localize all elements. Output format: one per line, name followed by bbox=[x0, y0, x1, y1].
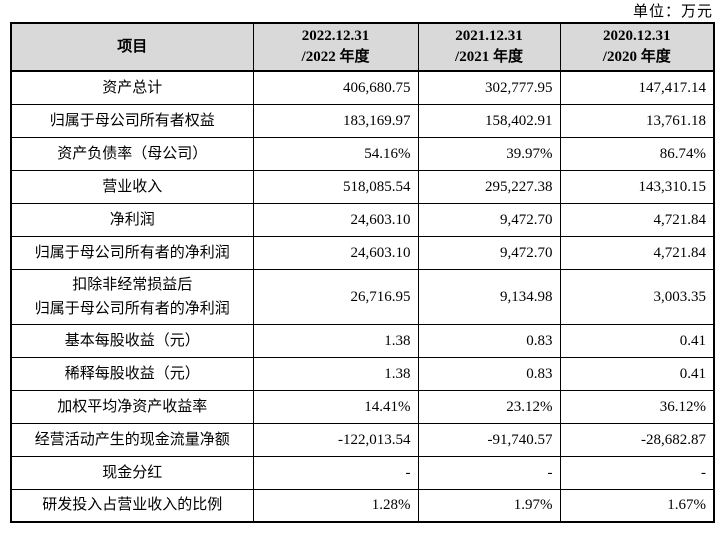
header-period-year: /2020 年度 bbox=[602, 49, 671, 65]
cell-value: - bbox=[559, 455, 715, 490]
cell-value: 406,680.75 bbox=[252, 70, 419, 105]
header-cell-period-2021: 2021.12.31 /2021 年度 bbox=[417, 22, 561, 72]
table-row-diluted-eps: 稀释每股收益（元） 1.38 0.83 0.41 bbox=[10, 356, 715, 391]
cell-value: 183,169.97 bbox=[252, 103, 419, 138]
table-header-row: 项目 2022.12.31 /2022 年度 2021.12.31 /2021 … bbox=[10, 22, 715, 72]
cell-value: 143,310.15 bbox=[559, 169, 715, 204]
cell-value: 23.12% bbox=[417, 389, 561, 424]
header-period-date: 2022.12.31 bbox=[301, 28, 370, 44]
cell-value: 4,721.84 bbox=[559, 235, 715, 270]
table-row-debt-ratio: 资产负债率（母公司） 54.16% 39.97% 86.74% bbox=[10, 136, 715, 171]
table-row-revenue: 营业收入 518,085.54 295,227.38 143,310.15 bbox=[10, 169, 715, 204]
cell-value: 9,472.70 bbox=[417, 202, 561, 237]
header-cell-period-2020: 2020.12.31 /2020 年度 bbox=[559, 22, 715, 72]
cell-value: 147,417.14 bbox=[559, 70, 715, 105]
unit-label: 单位：万元 bbox=[632, 4, 713, 20]
row-label: 扣除非经常损益后 归属于母公司所有者的净利润 bbox=[10, 268, 254, 325]
header-period-year: /2021 年度 bbox=[455, 49, 523, 65]
cell-value: 54.16% bbox=[252, 136, 419, 171]
row-label: 稀释每股收益（元） bbox=[10, 356, 254, 391]
cell-value: 0.41 bbox=[559, 323, 715, 358]
table-row-deducted-net-profit: 扣除非经常损益后 归属于母公司所有者的净利润 26,716.95 9,134.98… bbox=[10, 268, 715, 325]
row-label: 现金分红 bbox=[10, 455, 254, 490]
cell-value: 0.41 bbox=[559, 356, 715, 391]
cell-value: 1.28% bbox=[252, 488, 419, 523]
cell-value: 518,085.54 bbox=[252, 169, 419, 204]
cell-value: 158,402.91 bbox=[417, 103, 561, 138]
cell-value: 1.38 bbox=[252, 323, 419, 358]
cell-value: 1.67% bbox=[559, 488, 715, 523]
row-label: 加权平均净资产收益率 bbox=[10, 389, 254, 424]
cell-value: 302,777.95 bbox=[417, 70, 561, 105]
cell-value: 3,003.35 bbox=[559, 268, 715, 325]
financial-table: 项目 2022.12.31 /2022 年度 2021.12.31 /2021 … bbox=[10, 22, 715, 523]
table-row-weighted-roe: 加权平均净资产收益率 14.41% 23.12% 36.12% bbox=[10, 389, 715, 424]
cell-value: - bbox=[417, 455, 561, 490]
row-label: 经营活动产生的现金流量净额 bbox=[10, 422, 254, 457]
cell-value: 0.83 bbox=[417, 323, 561, 358]
row-label: 研发投入占营业收入的比例 bbox=[10, 488, 254, 523]
table-row-rd-ratio: 研发投入占营业收入的比例 1.28% 1.97% 1.67% bbox=[10, 488, 715, 523]
header-period-date: 2020.12.31 bbox=[603, 28, 671, 44]
cell-value: 9,472.70 bbox=[417, 235, 561, 270]
cell-value: 14.41% bbox=[252, 389, 419, 424]
row-label: 归属于母公司所有者权益 bbox=[10, 103, 254, 138]
cell-value: -28,682.87 bbox=[559, 422, 715, 457]
cell-value: 0.83 bbox=[417, 356, 561, 391]
header-period-date: 2021.12.31 bbox=[455, 28, 523, 44]
cell-value: 86.74% bbox=[559, 136, 715, 171]
row-label: 资产负债率（母公司） bbox=[10, 136, 254, 171]
cell-value: 36.12% bbox=[559, 389, 715, 424]
table-row-total-assets: 资产总计 406,680.75 302,777.95 147,417.14 bbox=[10, 70, 715, 105]
cell-value: -91,740.57 bbox=[417, 422, 561, 457]
header-cell-item: 项目 bbox=[10, 22, 254, 72]
table-row-parent-equity: 归属于母公司所有者权益 183,169.97 158,402.91 13,761… bbox=[10, 103, 715, 138]
table-row-net-profit: 净利润 24,603.10 9,472.70 4,721.84 bbox=[10, 202, 715, 237]
cell-value: 1.97% bbox=[417, 488, 561, 523]
cell-value: 4,721.84 bbox=[559, 202, 715, 237]
row-label: 资产总计 bbox=[10, 70, 254, 105]
row-label: 基本每股收益（元） bbox=[10, 323, 254, 358]
cell-value: -122,013.54 bbox=[252, 422, 419, 457]
cell-value: 13,761.18 bbox=[559, 103, 715, 138]
header-cell-period-2022: 2022.12.31 /2022 年度 bbox=[252, 22, 419, 72]
row-label: 净利润 bbox=[10, 202, 254, 237]
cell-value: 24,603.10 bbox=[252, 235, 419, 270]
row-label: 归属于母公司所有者的净利润 bbox=[10, 235, 254, 270]
cell-value: 24,603.10 bbox=[252, 202, 419, 237]
cell-value: 26,716.95 bbox=[252, 268, 419, 325]
table-row-parent-net-profit: 归属于母公司所有者的净利润 24,603.10 9,472.70 4,721.8… bbox=[10, 235, 715, 270]
cell-value: 1.38 bbox=[252, 356, 419, 391]
cell-value: - bbox=[252, 455, 419, 490]
row-label: 营业收入 bbox=[10, 169, 254, 204]
table-row-cash-dividend: 现金分红 - - - bbox=[10, 455, 715, 490]
cell-value: 9,134.98 bbox=[417, 268, 561, 325]
header-period-year: /2022 年度 bbox=[301, 49, 370, 65]
table-row-basic-eps: 基本每股收益（元） 1.38 0.83 0.41 bbox=[10, 323, 715, 358]
cell-value: 295,227.38 bbox=[417, 169, 561, 204]
table-row-operating-cash-flow: 经营活动产生的现金流量净额 -122,013.54 -91,740.57 -28… bbox=[10, 422, 715, 457]
cell-value: 39.97% bbox=[417, 136, 561, 171]
